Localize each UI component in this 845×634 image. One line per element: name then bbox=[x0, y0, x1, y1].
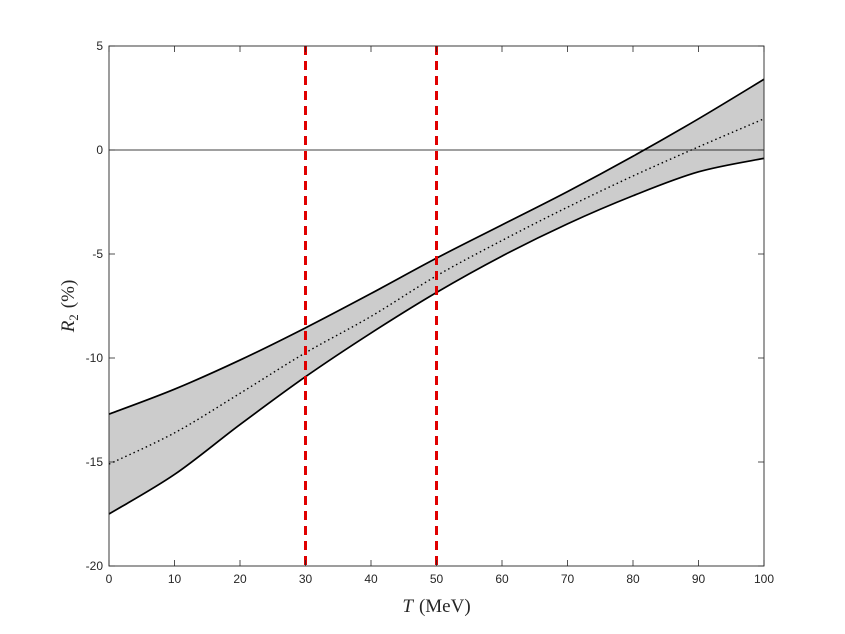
x-axis-variable: T bbox=[402, 596, 414, 617]
x-tick-label: 60 bbox=[495, 572, 509, 586]
uncertainty-band bbox=[109, 79, 764, 514]
x-tick-label: 100 bbox=[754, 572, 774, 586]
x-tick-label: 20 bbox=[233, 572, 247, 586]
y-tick-label: -10 bbox=[86, 351, 104, 365]
y-tick-label: -5 bbox=[92, 247, 103, 261]
axis-ticks: 0 10 20 30 40 50 60 70 80 90 100 -20 -15 -10 -5 0 5 bbox=[86, 39, 775, 586]
y-axis-subscript: 2 bbox=[66, 314, 81, 321]
x-tick-label: 40 bbox=[364, 572, 378, 586]
y-axis-variable: R bbox=[58, 320, 79, 333]
x-tick-label: 80 bbox=[626, 572, 640, 586]
x-tick-label: 90 bbox=[692, 572, 706, 586]
y-tick-label: 0 bbox=[96, 143, 103, 157]
y-axis-unit: (%) bbox=[58, 280, 79, 308]
x-tick-label: 0 bbox=[106, 572, 113, 586]
x-tick-label: 30 bbox=[299, 572, 313, 586]
y-tick-label: -15 bbox=[86, 455, 104, 469]
x-axis-unit: (MeV) bbox=[419, 596, 471, 617]
y-tick-label: -20 bbox=[86, 559, 104, 573]
y-tick-label: 5 bbox=[96, 39, 103, 53]
x-tick-label: 70 bbox=[561, 572, 575, 586]
y-axis-title: R2 (%) bbox=[58, 280, 81, 334]
x-tick-label: 10 bbox=[168, 572, 182, 586]
x-tick-label: 50 bbox=[430, 572, 444, 586]
x-axis-title: T (MeV) bbox=[402, 596, 470, 617]
